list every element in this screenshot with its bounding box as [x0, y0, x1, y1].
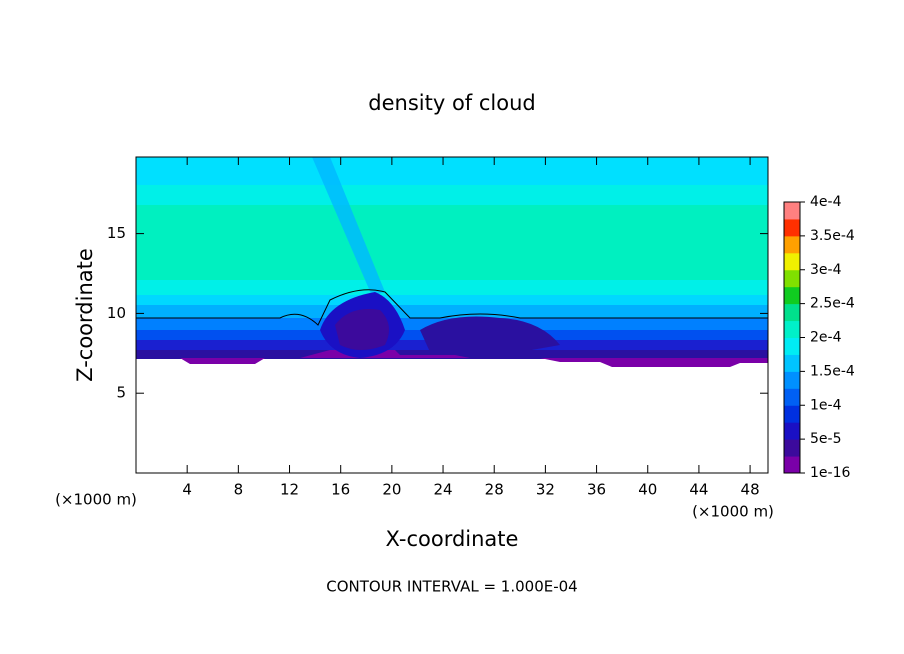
x-axis-label: X-coordinate: [386, 527, 519, 551]
y-tick-label: 10: [107, 304, 126, 322]
x-tick-label: 32: [536, 481, 555, 499]
colorbar-tick-label: 2.5e-4: [810, 296, 855, 312]
colorbar-band: [784, 320, 800, 338]
plot-frame: [135, 156, 769, 474]
colorbar-band: [784, 202, 800, 220]
x-tick-label: 40: [638, 481, 657, 499]
x-tick-label: 24: [433, 481, 452, 499]
footer: CONTOUR INTERVAL = 1.000E-04: [326, 578, 577, 596]
colorbar-band: [784, 371, 800, 389]
colorbar-band: [784, 422, 800, 440]
x-tick-label: 44: [689, 481, 708, 499]
colorbar-band: [784, 252, 800, 271]
colorbar-tick-label: 1.5e-4: [810, 363, 855, 379]
colorbar-band: [784, 303, 800, 322]
y-tick-label: 15: [107, 224, 126, 242]
colorbar-tick-label: 3.5e-4: [810, 228, 855, 244]
colorbar-band: [784, 405, 800, 423]
y-axis-label: Z-coordinate: [73, 248, 97, 382]
x-tick-label: 36: [587, 481, 606, 499]
colorbar-tick-label: 3e-4: [810, 262, 842, 278]
colorbar-band: [784, 337, 800, 355]
colorbar-band: [784, 388, 800, 406]
colorbar-band: [784, 439, 800, 457]
colorbar-tick-label: 1e-4: [810, 397, 842, 413]
colorbar-band: [784, 354, 800, 372]
y-tick-label: 5: [116, 384, 126, 402]
x-tick-label: 20: [382, 481, 401, 499]
colorbar-tick-label: 2e-4: [810, 330, 842, 346]
colorbar-band: [784, 218, 800, 237]
y-unit: (×1000 m): [692, 503, 774, 521]
x-tick-label: 16: [331, 481, 350, 499]
x-tick-label: 48: [741, 481, 760, 499]
contour-field: [136, 157, 768, 367]
colorbar-tick-label: 5e-5: [810, 431, 841, 447]
colorbar-band: [784, 235, 800, 254]
colorbar-tick-label: 1e-16: [810, 465, 850, 481]
x-tick-label: 4: [182, 481, 192, 499]
colorbar-tick-label: 4e-4: [810, 194, 842, 210]
x-tick-label: 28: [485, 481, 504, 499]
colorbar-band: [784, 286, 800, 305]
colorbar-band: [784, 456, 800, 474]
x-tick-label: 8: [234, 481, 244, 499]
x-tick-label: 12: [280, 481, 299, 499]
x-unit: (×1000 m): [55, 491, 137, 509]
chart-title: density of cloud: [368, 91, 535, 115]
colorbar-band: [784, 269, 800, 288]
